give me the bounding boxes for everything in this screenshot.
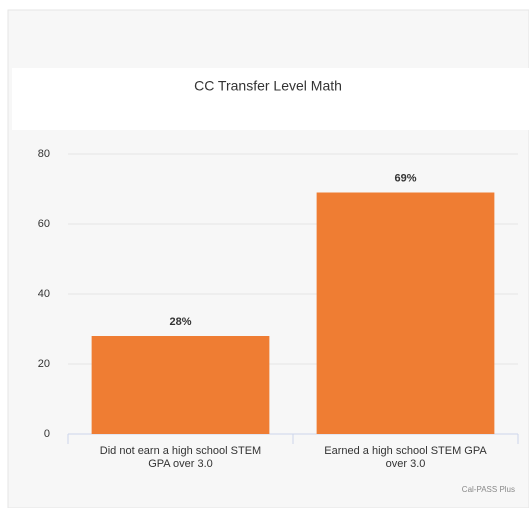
- y-tick-label: 0: [44, 428, 50, 440]
- credits: Cal-PASS Plus: [462, 485, 515, 494]
- bar: [91, 336, 270, 434]
- data-label: 28%: [169, 316, 191, 328]
- y-tick-label: 60: [38, 218, 50, 230]
- bar: [316, 192, 495, 434]
- y-tick-label: 20: [38, 358, 50, 370]
- x-tick-label: Did not earn a high school STEM GPA over…: [99, 445, 262, 470]
- y-tick-label: 40: [38, 288, 50, 300]
- y-tick-label: 80: [38, 148, 50, 160]
- data-label: 69%: [394, 172, 416, 184]
- title-panel: [12, 68, 529, 130]
- x-tick-label: Earned a high school STEM GPA over 3.0: [324, 445, 487, 470]
- chart-title: CC Transfer Level Math: [194, 78, 342, 94]
